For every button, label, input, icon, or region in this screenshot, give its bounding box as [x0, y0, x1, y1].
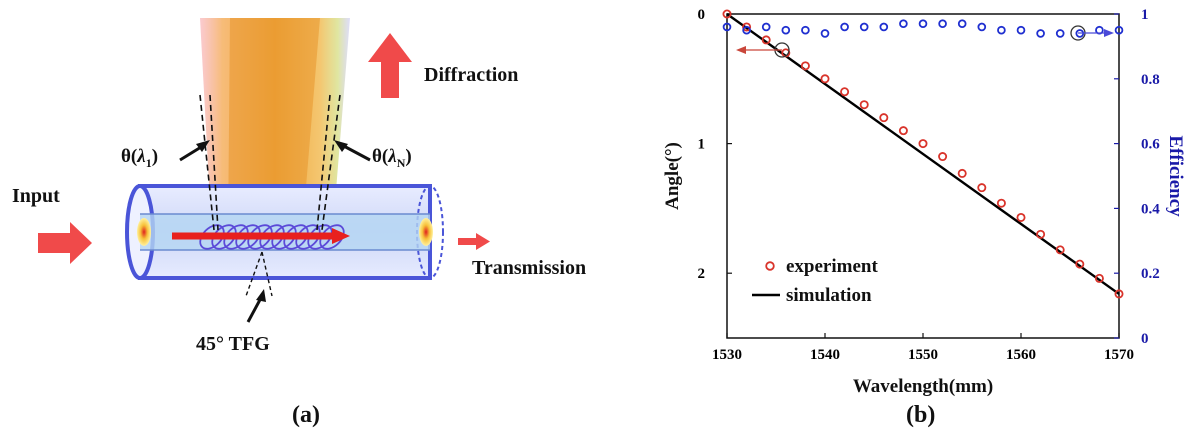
diffraction-label: Diffraction	[424, 64, 518, 86]
efficiency-point	[742, 25, 751, 35]
fiber-core-right	[419, 218, 433, 246]
grating-fringe	[319, 224, 345, 250]
x-tick-label: 1550	[908, 347, 938, 363]
right-axis-indicator	[1070, 25, 1114, 41]
y-axis-label: Angle(°)	[662, 142, 683, 210]
efficiency-point	[918, 19, 928, 29]
diffraction-angle-lines	[199, 94, 341, 231]
input-arrow-icon	[38, 222, 92, 264]
experiment-point	[1016, 212, 1026, 222]
y2-tick-label: 0.8	[1141, 72, 1160, 88]
experiment-point	[859, 100, 869, 110]
experiment-point	[879, 113, 889, 123]
experiment-point	[957, 168, 967, 178]
experiment-point	[722, 9, 732, 19]
efficiency-point	[977, 22, 987, 32]
experiment-point	[1075, 259, 1085, 269]
y2-tick-label: 0.4	[1141, 201, 1160, 217]
experiment-point	[918, 139, 928, 149]
efficiency-point	[879, 22, 889, 32]
transmission-arrow-icon	[458, 233, 490, 250]
y-tick-label: 2	[698, 266, 706, 282]
efficiency-point	[899, 19, 908, 29]
experiment-point	[1114, 289, 1124, 299]
experiment-point	[1094, 273, 1104, 283]
beam-core	[228, 18, 320, 235]
experiment-point	[1055, 245, 1065, 255]
experiment-point	[1036, 229, 1046, 239]
y2-tick-label: 0.6	[1141, 137, 1160, 153]
efficiency-point	[1114, 25, 1124, 35]
simulation-line	[726, 13, 1120, 295]
x-tick-label: 1570	[1104, 347, 1134, 363]
efficiency-point	[820, 29, 830, 38]
propagation-arrow	[172, 228, 350, 244]
efficiency-point	[722, 22, 732, 32]
diffraction-arrow-icon	[368, 33, 412, 98]
experiment-point	[898, 126, 908, 136]
theta-lambda-1-label: θ(λ1)	[121, 146, 158, 170]
panel-a: Diffraction Input Transmission θ(λ1) θ(λ…	[12, 18, 586, 428]
legend-simulation-label: simulation	[786, 285, 872, 306]
efficiency-point	[859, 22, 869, 32]
efficiency-point	[781, 25, 791, 35]
tilted-grating	[199, 224, 345, 250]
x-tick-label: 1560	[1006, 347, 1036, 363]
tfg-pointer	[245, 251, 273, 323]
x-tick-label: 1530	[712, 347, 742, 363]
panel-b: 1530 1540 1550 1560 1570 0 1 2 0 0.2 0.4 0.6 0.8 1 ex…	[662, 7, 1186, 428]
experiment-point	[761, 35, 771, 45]
x-tick-label: 1540	[810, 347, 840, 363]
legend: experiment simulation	[752, 256, 878, 306]
legend-experiment-label: experiment	[786, 256, 878, 277]
y-tick-label: 1	[698, 137, 706, 153]
y2-axis-label: Efficiency	[1165, 135, 1186, 217]
efficiency-point	[1016, 25, 1026, 35]
fiber-core-left	[137, 218, 151, 246]
experiment-point	[742, 22, 752, 32]
legend-experiment-marker	[765, 261, 775, 271]
caption-b: (b)	[906, 402, 935, 428]
experiment-point	[840, 87, 850, 97]
input-label: Input	[12, 185, 60, 207]
efficiency-point	[761, 22, 771, 32]
efficiency-point	[957, 19, 967, 29]
experiment-point	[996, 198, 1006, 208]
optical-fiber	[125, 184, 444, 280]
efficiency-point	[997, 25, 1006, 35]
efficiency-point	[938, 19, 947, 29]
efficiency-point	[840, 22, 849, 32]
tfg-label: 45° TFG	[196, 333, 270, 355]
y2-tick-label: 0.2	[1141, 266, 1160, 282]
x-axis-label: Wavelength(mm)	[853, 376, 993, 397]
transmission-label: Transmission	[472, 257, 586, 279]
y2-tick-label: 0	[1141, 331, 1149, 347]
experiment-point	[800, 61, 810, 71]
y-tick-label: 0	[698, 7, 706, 23]
efficiency-point	[1055, 29, 1065, 38]
experiment-point	[977, 183, 987, 193]
left-axis-indicator	[736, 42, 790, 58]
experiment-point	[820, 74, 830, 84]
theta-lambda-n-label: θ(λN)	[372, 146, 412, 170]
efficiency-point	[1036, 29, 1045, 38]
efficiency-point	[801, 25, 810, 35]
caption-a: (a)	[292, 402, 320, 428]
experiment-point	[938, 152, 948, 162]
y2-tick-label: 1	[1141, 7, 1149, 23]
